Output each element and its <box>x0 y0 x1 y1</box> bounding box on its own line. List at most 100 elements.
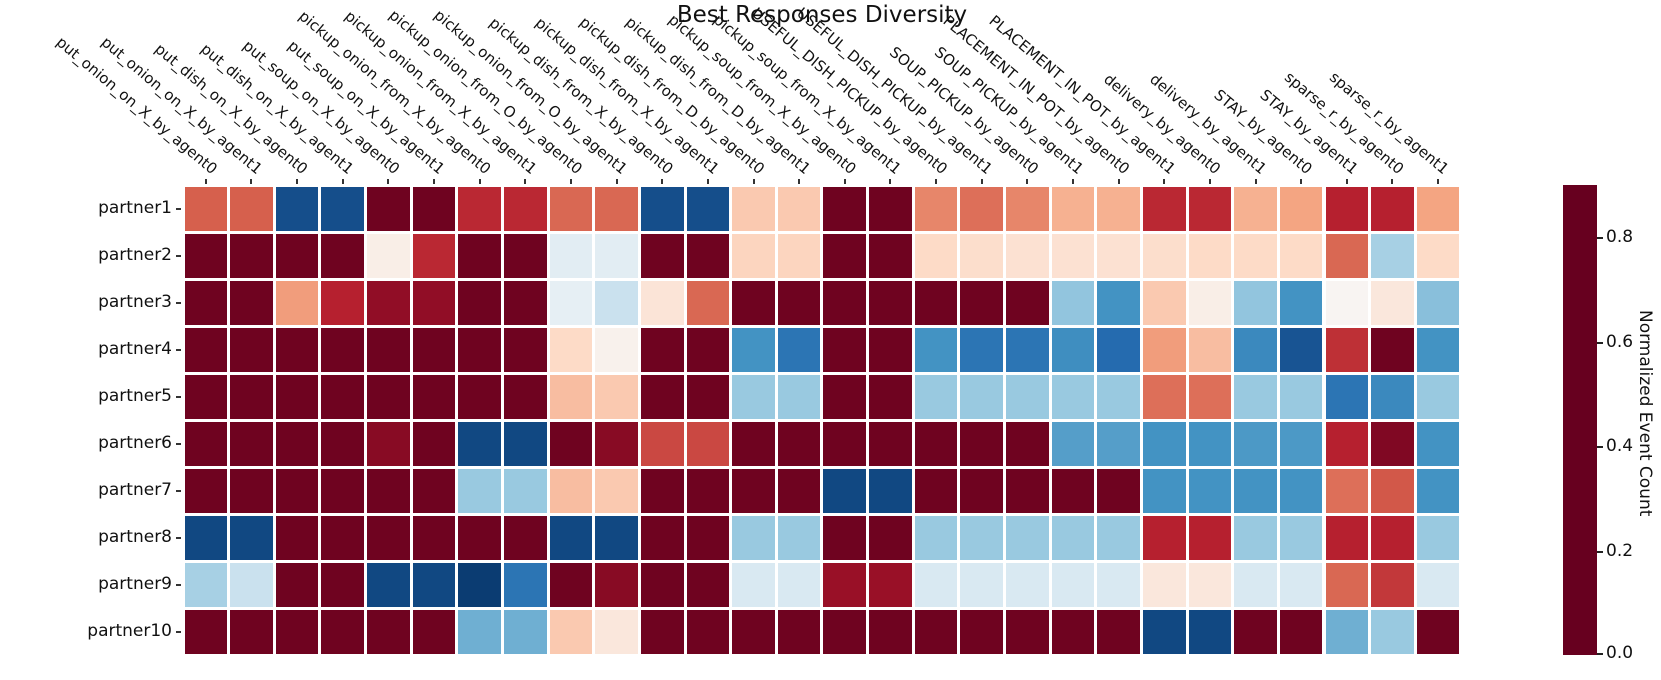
x-tick <box>524 179 527 184</box>
row-label: partner7 <box>98 479 172 500</box>
heatmap-cell <box>503 374 547 419</box>
heatmap-cell <box>1416 515 1460 560</box>
heatmap-cell <box>960 562 1003 607</box>
colorbar-tick-label: 0.0 <box>1606 643 1634 663</box>
heatmap-cell <box>367 609 410 654</box>
heatmap-cell <box>1006 468 1049 513</box>
heatmap-cell <box>1188 280 1232 325</box>
heatmap-cell <box>777 233 821 278</box>
heatmap-cell <box>869 280 912 325</box>
heatmap-cell <box>321 186 365 231</box>
heatmap-cell <box>1325 515 1369 560</box>
heatmap-cell <box>1006 609 1049 654</box>
heatmap-cell <box>367 468 410 513</box>
heatmap-cell <box>275 233 319 278</box>
heatmap-cell <box>640 562 684 607</box>
heatmap-cell <box>595 327 638 372</box>
x-tick <box>752 179 755 184</box>
heatmap-cell <box>1279 374 1323 419</box>
heatmap-cell <box>230 327 273 372</box>
heatmap-cell <box>1371 515 1414 560</box>
heatmap-cell <box>823 233 867 278</box>
heatmap-cell <box>367 562 410 607</box>
heatmap-cell <box>184 186 228 231</box>
x-tick <box>478 179 481 184</box>
heatmap-cell <box>1051 374 1095 419</box>
heatmap-cell <box>1279 233 1323 278</box>
heatmap-cell <box>732 374 775 419</box>
heatmap-cell <box>1097 609 1140 654</box>
heatmap-cell <box>914 280 958 325</box>
x-tick <box>1163 179 1166 184</box>
x-tick <box>661 179 664 184</box>
heatmap-cell <box>640 186 684 231</box>
row-label: partner6 <box>98 432 172 453</box>
heatmap-cell <box>184 280 228 325</box>
heatmap-cell <box>1097 280 1140 325</box>
heatmap-cell <box>686 186 730 231</box>
heatmap-cell <box>1234 327 1277 372</box>
heatmap-cell <box>1188 421 1232 466</box>
heatmap-cell <box>823 421 867 466</box>
heatmap-cell <box>230 186 273 231</box>
heatmap-cell <box>1006 562 1049 607</box>
heatmap-cell <box>960 421 1003 466</box>
heatmap-cell <box>914 515 958 560</box>
heatmap-cell <box>640 327 684 372</box>
heatmap-cell <box>321 327 365 372</box>
heatmap-cell <box>1188 327 1232 372</box>
heatmap-cell <box>1279 609 1323 654</box>
heatmap-cell <box>230 280 273 325</box>
heatmap-cell <box>595 515 638 560</box>
heatmap-cell <box>275 421 319 466</box>
heatmap-cell <box>640 609 684 654</box>
heatmap-cell <box>640 468 684 513</box>
row-label: partner1 <box>98 197 172 218</box>
heatmap-cell <box>275 280 319 325</box>
heatmap-cell <box>321 421 365 466</box>
heatmap-cell <box>503 468 547 513</box>
heatmap-cell <box>1279 327 1323 372</box>
heatmap-cell <box>823 186 867 231</box>
heatmap-cell <box>275 186 319 231</box>
heatmap-cell <box>230 374 273 419</box>
heatmap-cell <box>732 562 775 607</box>
row-label: partner2 <box>98 244 172 265</box>
heatmap-cell <box>1142 327 1186 372</box>
heatmap-cell <box>367 280 410 325</box>
heatmap-cell <box>549 562 593 607</box>
heatmap-cell <box>1279 421 1323 466</box>
heatmap-cell <box>458 280 501 325</box>
heatmap-cell <box>1051 421 1095 466</box>
x-tick <box>204 179 207 184</box>
heatmap-cell <box>321 468 365 513</box>
heatmap-cell <box>458 233 501 278</box>
heatmap-cell <box>321 515 365 560</box>
heatmap-cell <box>914 186 958 231</box>
heatmap-cell <box>1142 515 1186 560</box>
heatmap-cell <box>549 468 593 513</box>
heatmap-cell <box>549 186 593 231</box>
heatmap-cell <box>869 515 912 560</box>
heatmap-cell <box>1006 186 1049 231</box>
heatmap-cell <box>503 515 547 560</box>
heatmap-cell <box>503 233 547 278</box>
heatmap-cell <box>777 280 821 325</box>
colorbar-tick <box>1597 446 1603 449</box>
heatmap-cell <box>640 421 684 466</box>
heatmap-cell <box>914 562 958 607</box>
y-tick <box>176 301 181 304</box>
heatmap-cell <box>686 374 730 419</box>
heatmap-cell <box>869 327 912 372</box>
x-tick <box>387 179 390 184</box>
heatmap-cell <box>1188 186 1232 231</box>
heatmap-cell <box>1051 609 1095 654</box>
heatmap-cell <box>595 562 638 607</box>
heatmap-cell <box>686 609 730 654</box>
heatmap-cell <box>1142 562 1186 607</box>
heatmap-cell <box>595 186 638 231</box>
heatmap-cell <box>1416 421 1460 466</box>
heatmap-cell <box>1371 374 1414 419</box>
heatmap-cell <box>367 421 410 466</box>
heatmap-cell <box>823 280 867 325</box>
